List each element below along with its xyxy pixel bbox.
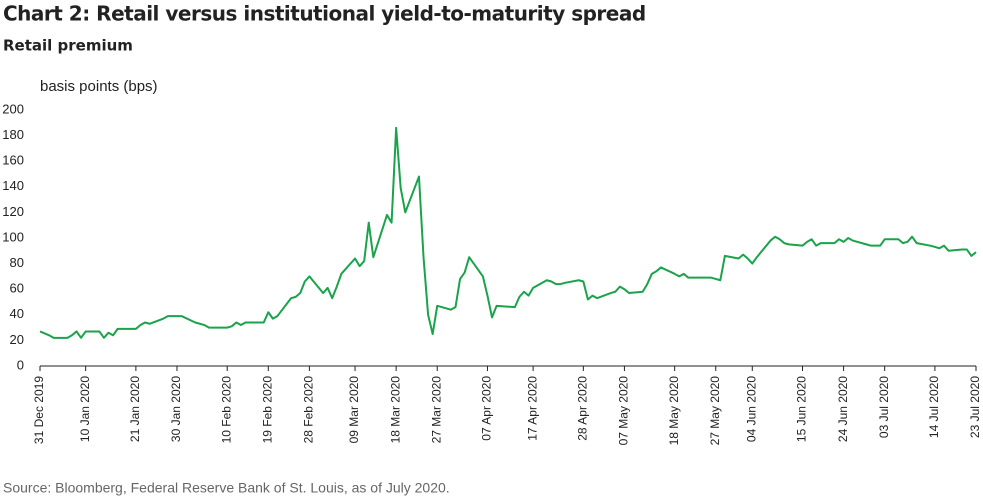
x-tick-label: 27 Mar 2020 [429, 376, 443, 444]
x-tick-label: 30 Jan 2020 [169, 376, 183, 442]
x-tick-label: 15 Jun 2020 [795, 376, 809, 442]
y-tick-label: 0 [17, 357, 24, 372]
y-tick-label: 160 [2, 153, 24, 168]
x-tick-label: 17 Apr 2020 [525, 376, 539, 441]
x-tick-label: 18 May 2020 [667, 376, 681, 446]
data-line [39, 126, 977, 339]
x-tick-label: 27 May 2020 [708, 376, 722, 446]
x-tick-label: 28 Feb 2020 [302, 376, 316, 444]
y-tick-label: 60 [10, 281, 24, 296]
x-tick-label: 28 Apr 2020 [576, 376, 590, 441]
y-axis-label: basis points (bps) [40, 78, 158, 95]
y-tick-label: 20 [10, 332, 24, 347]
x-tick-label: 23 Jul 2020 [968, 376, 982, 438]
y-tick-label: 120 [2, 204, 24, 219]
y-tick-label: 140 [2, 178, 24, 193]
x-tick-label: 07 May 2020 [617, 376, 631, 446]
x-tick-label: 31 Dec 2019 [32, 376, 46, 444]
y-tick-label: 100 [2, 229, 24, 244]
x-tick-label: 14 Jul 2020 [927, 376, 941, 438]
x-tick-label: 04 Jun 2020 [744, 376, 758, 442]
chart-subtitle: Retail premium [3, 37, 133, 55]
x-tick-label: 10 Jan 2020 [78, 376, 92, 442]
chart-title: Chart 2: Retail versus institutional yie… [3, 2, 646, 26]
x-tick-label: 03 Jul 2020 [877, 376, 891, 438]
x-tick-label: 24 Jun 2020 [836, 376, 850, 442]
y-tick-label: 80 [10, 255, 24, 270]
y-tick-label: 40 [10, 306, 24, 321]
x-tick-label: 07 Apr 2020 [480, 376, 494, 441]
x-tick-label: 10 Feb 2020 [219, 376, 233, 444]
x-tick-label: 21 Jan 2020 [128, 376, 142, 442]
x-tick-label: 18 Mar 2020 [388, 376, 402, 444]
y-tick-label: 180 [2, 127, 24, 142]
source-note: Source: Bloomberg, Federal Reserve Bank … [3, 480, 450, 496]
y-tick-label: 200 [2, 101, 24, 116]
x-tick-label: 09 Mar 2020 [347, 376, 361, 444]
x-tick-label: 19 Feb 2020 [260, 376, 274, 444]
